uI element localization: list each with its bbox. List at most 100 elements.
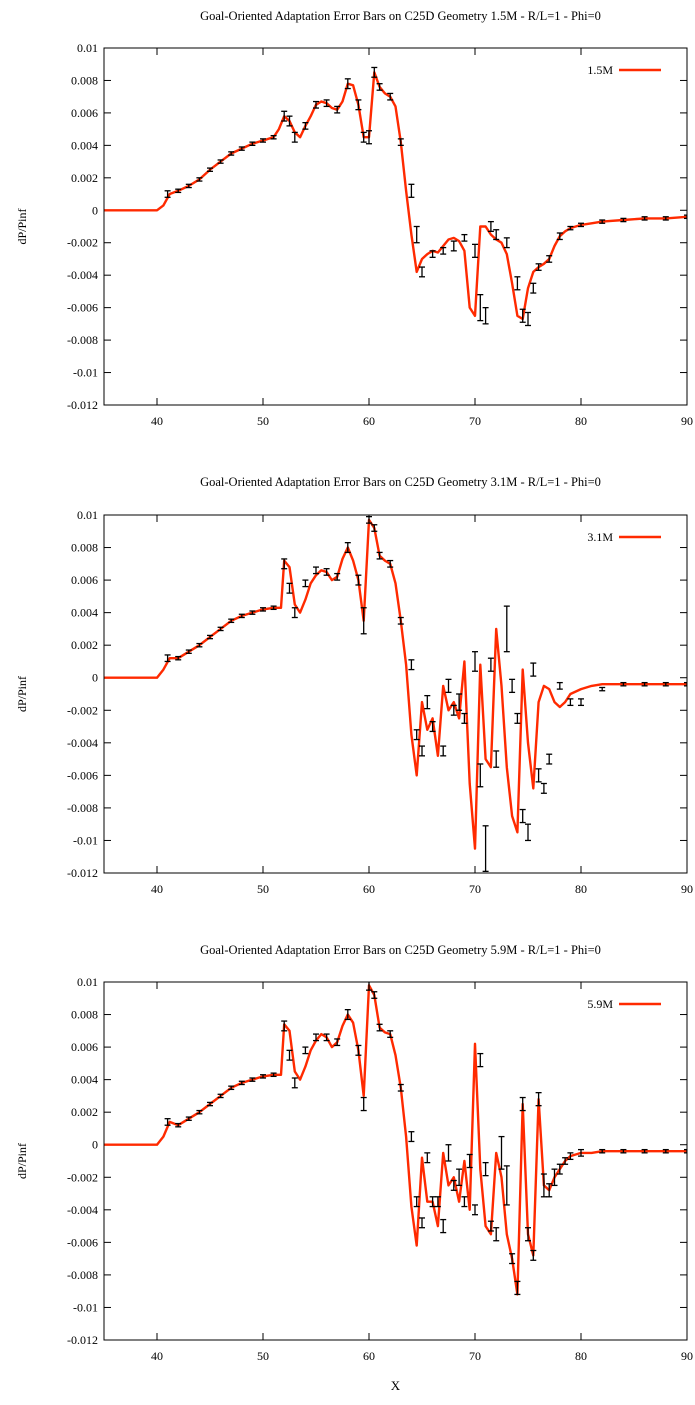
error-bar [662, 216, 669, 221]
error-bar [419, 745, 425, 757]
error-bar [546, 753, 553, 765]
error-bar [519, 308, 526, 323]
error-bar [291, 1077, 298, 1089]
error-bar [445, 1144, 452, 1162]
plot-frame [103, 981, 688, 1341]
error-bar [344, 78, 351, 90]
x-tick-label: 70 [469, 1349, 481, 1363]
error-bar [164, 190, 171, 198]
y-tick-label: -0.004 [67, 1203, 98, 1217]
y-tick-label: -0.012 [67, 1333, 98, 1347]
error-bar [429, 1196, 436, 1208]
error-bar [620, 217, 627, 223]
legend-label: 3.1M [587, 530, 613, 544]
error-bar [196, 642, 203, 648]
y-tick-label: -0.006 [67, 768, 98, 782]
error-bar [366, 515, 372, 524]
chart-title: Goal-Oriented Adaptation Error Bars on C… [200, 9, 601, 23]
error-bar [487, 220, 494, 233]
error-bar [286, 115, 293, 127]
error-bar [461, 712, 468, 724]
error-bar [360, 131, 367, 143]
error-bar [461, 233, 468, 242]
error-bar [472, 243, 478, 258]
y-tick-label: -0.01 [73, 366, 98, 380]
y-tick-label: 0.002 [71, 1105, 98, 1119]
y-tick-label: -0.01 [73, 833, 98, 847]
y-tick-label: -0.012 [67, 398, 98, 412]
error-bar [355, 99, 362, 111]
error-bar [217, 1093, 224, 1099]
error-bar [641, 216, 648, 221]
error-bar [440, 246, 447, 255]
error-bar [185, 1116, 192, 1121]
error-bar [302, 579, 309, 588]
error-bar [238, 1080, 245, 1086]
error-bar [397, 138, 404, 147]
x-tick-label: 80 [575, 1349, 587, 1363]
error-bar [503, 605, 510, 653]
y-tick-label: 0 [92, 671, 98, 685]
x-tick-label: 40 [151, 1349, 163, 1363]
error-bar [556, 681, 563, 690]
chart-panel-3: Goal-Oriented Adaptation Error Bars on C… [15, 943, 693, 1393]
error-bar [684, 681, 687, 687]
error-bar [413, 225, 420, 244]
error-bar [578, 698, 584, 707]
error-bar [313, 1033, 319, 1042]
x-tick-label: 70 [469, 882, 481, 896]
x-tick-label: 80 [575, 882, 587, 896]
error-bar [546, 255, 553, 263]
error-bar [546, 1183, 553, 1198]
error-bar [487, 657, 494, 672]
error-bar [249, 610, 256, 615]
error-bar [228, 618, 235, 624]
error-bar [472, 1204, 478, 1216]
y-tick-label: -0.008 [67, 333, 98, 347]
y-tick-label: 0 [92, 1138, 98, 1152]
error-bar [450, 1179, 457, 1191]
error-bar [313, 566, 319, 575]
error-bar [424, 1152, 431, 1164]
x-tick-label: 40 [151, 882, 163, 896]
error-bar [556, 232, 563, 241]
error-bar [228, 1085, 235, 1091]
legend-label: 5.9M [587, 997, 613, 1011]
error-bar [217, 626, 224, 632]
error-bar [323, 1033, 330, 1042]
y-tick-label: -0.006 [67, 301, 98, 315]
error-bar [440, 745, 447, 757]
error-bar [620, 681, 627, 687]
y-tick-label: 0.004 [71, 1073, 98, 1087]
error-bar [514, 276, 521, 291]
error-bar [429, 250, 436, 258]
x-tick-label: 60 [363, 1349, 375, 1363]
error-bar [466, 1153, 473, 1169]
error-bar [493, 229, 500, 241]
error-bar [535, 1092, 542, 1107]
y-tick-label: 0.002 [71, 171, 98, 185]
error-bar [509, 1253, 516, 1265]
error-bar [530, 1249, 537, 1261]
error-bar [413, 729, 420, 741]
error-bar [509, 678, 516, 694]
error-bar [260, 138, 266, 143]
error-bar [556, 1163, 563, 1175]
error-bar [334, 1038, 341, 1047]
error-bar [419, 1217, 425, 1229]
error-bar [567, 1152, 574, 1161]
error-bar [281, 1020, 288, 1032]
error-bar [387, 559, 394, 568]
error-bar [562, 1157, 569, 1165]
error-bar [249, 1077, 256, 1082]
y-tick-label: -0.01 [73, 1300, 98, 1314]
y-tick-label: 0.01 [77, 975, 98, 989]
x-tick-label: 40 [151, 414, 163, 428]
error-bar [567, 698, 574, 707]
error-bar [207, 1101, 213, 1107]
error-bar [540, 782, 547, 794]
error-bar [175, 1122, 182, 1128]
error-bar [334, 572, 341, 581]
error-bar [196, 1109, 203, 1115]
